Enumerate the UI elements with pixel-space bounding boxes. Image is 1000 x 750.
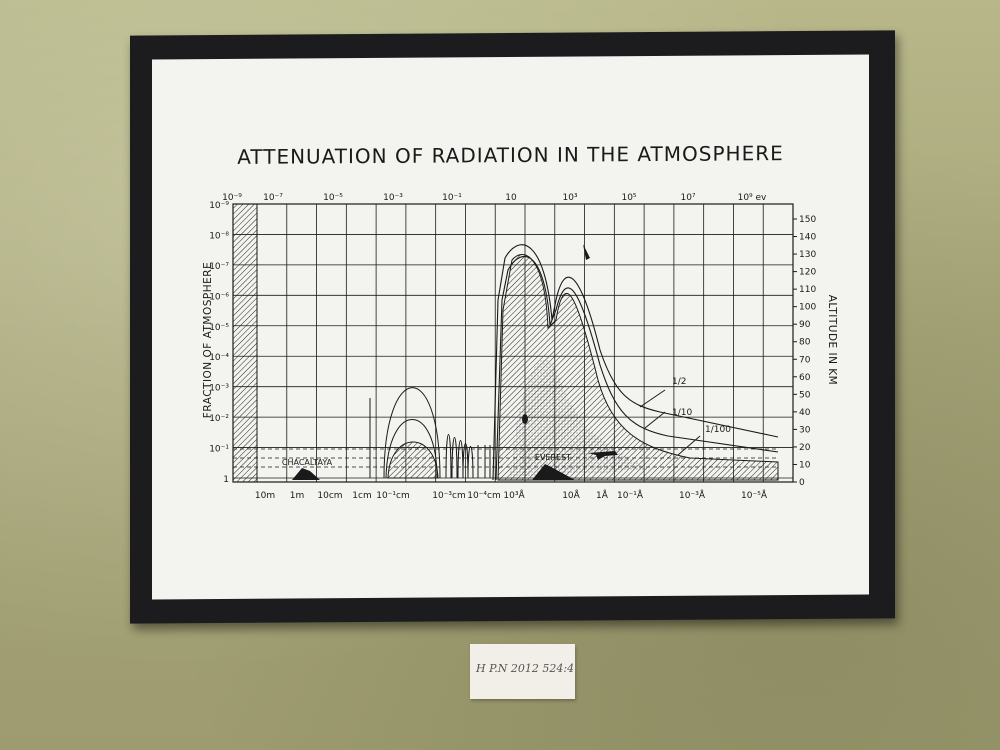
curve-label-hundredth: 1/100 xyxy=(705,425,731,435)
left-tick-label: 10⁻⁷ xyxy=(209,262,229,272)
right-tick-label: 70 xyxy=(799,355,811,365)
stippled-region xyxy=(510,359,650,478)
top-tick-label: 10⁷ xyxy=(680,193,695,203)
right-tick-label: 10 xyxy=(799,460,811,470)
right-tick-label: 50 xyxy=(799,390,811,400)
left-hatched-band xyxy=(232,203,258,483)
leader-line xyxy=(644,411,666,429)
left-axis-label: FRACTION OF ATMOSPHERE xyxy=(202,262,214,418)
bottom-tick-label: 1Å xyxy=(596,489,609,501)
right-tick-label: 80 xyxy=(799,338,811,348)
bottom-tick-label: 10Å xyxy=(562,489,580,501)
right-tick-label: 0 xyxy=(799,478,805,488)
radio-window-curve-middle xyxy=(385,419,438,479)
bottom-tick-label: 10⁻⁴cm xyxy=(467,491,501,501)
right-tick-label: 30 xyxy=(799,425,811,435)
radio-window-curve-outer xyxy=(383,387,441,479)
right-tick-label: 60 xyxy=(799,373,811,383)
right-tick-label: 110 xyxy=(799,285,816,295)
left-tick-label: 10⁻⁶ xyxy=(209,292,229,302)
right-tick-label: 40 xyxy=(799,408,811,418)
museum-label-text: H P.N 2012 524:4 xyxy=(476,662,575,675)
rocket-icon xyxy=(583,244,590,260)
left-tick-label: 10⁻² xyxy=(209,414,229,424)
top-tick-label: 10⁻⁵ xyxy=(323,193,343,203)
top-tick-label: 10 xyxy=(505,193,517,203)
radio-window-shaded xyxy=(387,441,439,479)
bottom-tick-label: 10⁻¹cm xyxy=(376,491,410,501)
absorption-lobe xyxy=(445,434,452,479)
curve-label-half: 1/2 xyxy=(672,377,686,387)
left-tick-label: 10⁻⁹ xyxy=(209,201,229,211)
bottom-tick-label: 1m xyxy=(290,491,305,501)
right-tick-label: 120 xyxy=(799,268,816,278)
right-tick-label: 140 xyxy=(799,233,816,243)
bottom-tick-label: 10⁻³cm xyxy=(432,491,466,501)
airplane-icon xyxy=(588,451,618,460)
bottom-tick-label: 10³Å xyxy=(503,489,525,501)
left-tick-label: 10⁻⁸ xyxy=(209,231,229,241)
left-tick-label: 1 xyxy=(223,475,229,485)
right-tick-label: 90 xyxy=(799,320,811,330)
absorption-lobe xyxy=(467,446,474,479)
top-tick-label: 10³ xyxy=(562,193,577,203)
right-tick-label: 130 xyxy=(799,250,816,260)
bottom-tick-label: 10m xyxy=(255,491,275,501)
bottom-tick-label: 10⁻⁵Å xyxy=(741,489,768,501)
bottom-tick-label: 1cm xyxy=(352,491,371,501)
right-tick-label: 150 xyxy=(799,215,816,225)
top-tick-label: 10⁻⁹ xyxy=(222,193,242,203)
top-tick-label: 10⁹ ev xyxy=(738,193,767,203)
left-tick-label: 10⁻⁵ xyxy=(209,323,229,333)
right-axis-label: ALTITUDE IN KM xyxy=(826,295,838,386)
right-tick-label: 20 xyxy=(799,443,811,453)
plot-border xyxy=(232,203,794,483)
everest-mountain-icon xyxy=(532,464,575,480)
bottom-tick-label: 10⁻³Å xyxy=(679,489,706,501)
museum-label: H P.N 2012 524:4 xyxy=(470,644,575,699)
bottom-tick-label: 10cm xyxy=(317,491,342,501)
left-tick-label: 10⁻³ xyxy=(209,384,229,394)
leader-line xyxy=(677,435,701,456)
chacaltaya-label: CHACALTAYA xyxy=(282,458,333,467)
absorption-lobe xyxy=(451,437,458,479)
left-tick-label: 10⁻⁴ xyxy=(209,353,229,363)
bottom-tick-label: 10⁻¹Å xyxy=(617,489,644,501)
curve-half xyxy=(492,244,779,481)
absorption-lobe xyxy=(457,440,464,479)
top-tick-label: 10⁻¹ xyxy=(442,193,462,203)
leader-line xyxy=(639,389,666,408)
top-tick-label: 10⁻³ xyxy=(383,193,403,203)
everest-label: EVEREST xyxy=(535,453,571,462)
curve-label-tenth: 1/10 xyxy=(672,408,692,418)
chacaltaya-mountain-icon xyxy=(292,468,320,480)
top-tick-label: 10⁻⁷ xyxy=(263,193,283,203)
top-tick-label: 10⁵ xyxy=(621,193,636,203)
right-tick-label: 100 xyxy=(799,303,816,313)
left-tick-label: 10⁻¹ xyxy=(209,445,229,455)
balloon-icon xyxy=(522,414,528,424)
